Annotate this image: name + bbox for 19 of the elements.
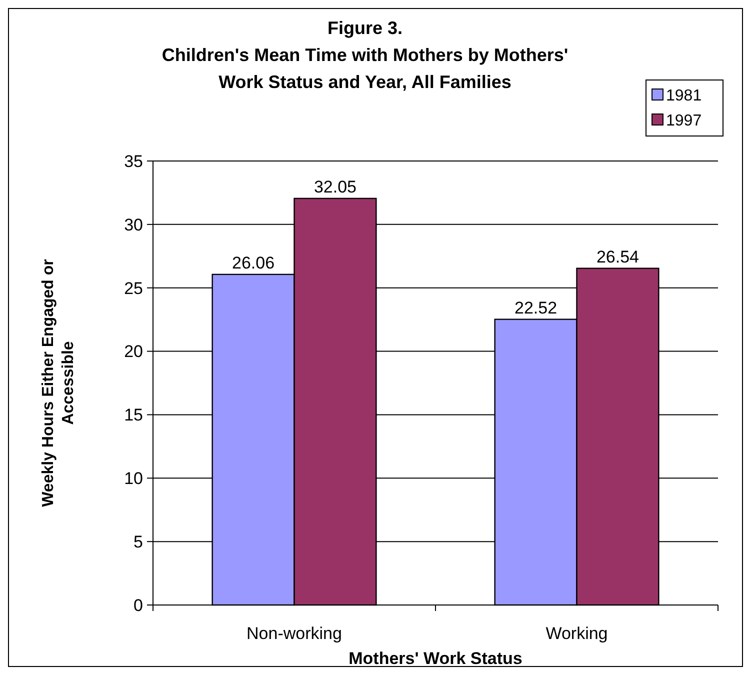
y-tick-label: 10 [124, 469, 143, 488]
y-tick-label: 25 [124, 278, 143, 298]
chart-title: Figure 3. Children's Mean Time with Mothers by Mothers' Work Status and Year, All Families [162, 18, 568, 92]
y-tick-label: 20 [124, 342, 143, 362]
legend-label: 1981 [666, 88, 702, 105]
data-label: 26.54 [596, 247, 639, 266]
data-label: 32.05 [314, 177, 356, 196]
x-tick-label: Working [546, 624, 608, 643]
data-label: 22.52 [514, 298, 558, 318]
y-tick-label: 35 [124, 152, 143, 171]
y-axis-title: Weekly Hours Either Engaged or Accessible [40, 259, 77, 507]
y-tick-label: 5 [134, 532, 143, 552]
x-axis-title: Mothers' Work Status [348, 649, 522, 668]
data-label: 26.06 [232, 253, 275, 272]
y-tick-label: 15 [124, 406, 143, 425]
x-tick-label: Non-working [246, 624, 342, 643]
y-tick-label: 0 [134, 596, 143, 615]
y-tick-label: 30 [124, 215, 143, 234]
legend-label: 1997 [666, 112, 702, 130]
